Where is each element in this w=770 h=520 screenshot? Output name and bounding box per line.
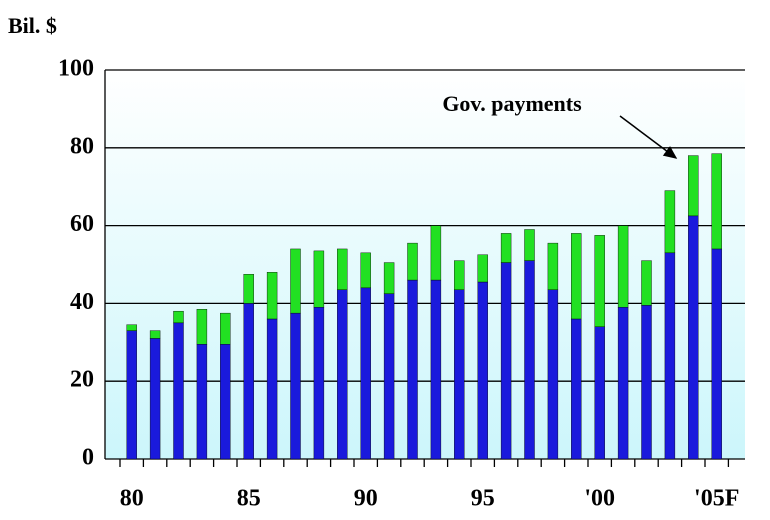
- bar-segment: [524, 260, 535, 460]
- bar-segment: [337, 289, 348, 460]
- bar-segment: [383, 262, 395, 294]
- bar-segment: [594, 326, 605, 460]
- bar-segment: [688, 155, 699, 217]
- bar-segment: [430, 279, 442, 460]
- bar-segment: [243, 303, 254, 460]
- bar-segment: [454, 289, 465, 460]
- bar-segment: [313, 307, 325, 460]
- bar-segment: [711, 248, 722, 460]
- bar-segment: [220, 344, 231, 460]
- bar-segment: [617, 307, 629, 460]
- bar-segment: [641, 260, 652, 306]
- bar-segment: [407, 242, 418, 281]
- annotation-arrow: [619, 115, 678, 159]
- bar-segment: [266, 272, 278, 320]
- bar-segment: [617, 225, 629, 308]
- x-tick-label: '00: [584, 486, 615, 512]
- bar-segment: [290, 312, 301, 460]
- bar-segment: [149, 330, 161, 339]
- bar-segment: [454, 260, 465, 290]
- y-tick-label: 100: [58, 56, 94, 82]
- y-tick-label: 80: [70, 133, 94, 159]
- bar-segment: [173, 310, 184, 324]
- x-tick-label: 85: [237, 486, 261, 512]
- bar-segment: [243, 274, 254, 304]
- bar-segment: [664, 252, 676, 460]
- bar-segment: [688, 215, 699, 460]
- bar-segment: [571, 233, 582, 320]
- bar-segment: [290, 248, 301, 314]
- y-tick-label: 0: [82, 445, 94, 471]
- bar-segment: [149, 338, 161, 460]
- bar-segment: [196, 309, 208, 345]
- bar-segment: [196, 344, 208, 460]
- bar-segment: [664, 190, 676, 254]
- bar-segment: [360, 287, 371, 460]
- bar-segment: [477, 254, 488, 283]
- y-axis-label: Bil. $: [8, 13, 57, 38]
- y-tick-label: 60: [70, 211, 94, 237]
- y-tick-label: 40: [70, 289, 94, 315]
- bar-segment: [337, 248, 348, 290]
- bar-segment: [594, 235, 605, 327]
- bar-segment: [547, 242, 559, 290]
- bar-segment: [313, 250, 325, 308]
- bar-segment: [571, 318, 582, 460]
- bar-segment: [266, 318, 278, 460]
- bar-segment: [524, 229, 535, 261]
- bar-segment: [407, 279, 418, 460]
- y-tick-label: 20: [70, 367, 94, 393]
- bar-segment: [383, 293, 395, 460]
- bar-segment: [430, 225, 442, 281]
- x-tick-label: 80: [120, 486, 144, 512]
- bar-segment: [126, 330, 137, 460]
- bar-segment: [220, 312, 231, 345]
- bar-segment: [641, 305, 652, 460]
- bar-segment: [173, 322, 184, 460]
- x-tick-label: '05F: [694, 486, 739, 512]
- bar-segment: [711, 153, 722, 250]
- bar-segment: [126, 324, 137, 331]
- plot-area: [105, 70, 745, 459]
- x-tick-label: 90: [354, 486, 378, 512]
- annotation: Gov. payments: [442, 91, 582, 116]
- bar-segment: [360, 252, 371, 289]
- x-tick-label: 95: [471, 486, 495, 512]
- bar-segment: [500, 262, 512, 460]
- bar-segment: [547, 289, 559, 460]
- bar-segment: [477, 281, 488, 460]
- bar-segment: [500, 233, 512, 263]
